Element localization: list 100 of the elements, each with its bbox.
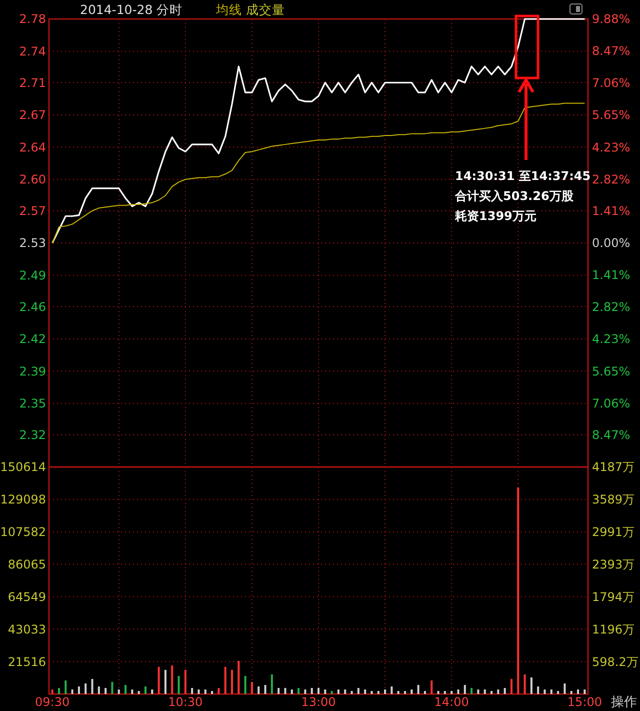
bar — [477, 689, 480, 694]
y-tick-label: 2.35 — [19, 396, 46, 411]
bar — [397, 690, 400, 694]
bar — [284, 688, 286, 694]
x-tick-label: 14:00 — [434, 695, 469, 709]
bar — [470, 688, 473, 694]
bar — [238, 660, 240, 694]
bar — [64, 680, 67, 694]
bar — [104, 688, 107, 694]
bar — [191, 688, 194, 694]
bar — [377, 690, 380, 694]
y2-tick-label: 7.06% — [592, 396, 630, 410]
y-tick-label: 2.49 — [19, 268, 46, 282]
y2-tick-label: 0.00% — [592, 236, 630, 250]
bar — [198, 689, 200, 694]
y-tick-label: 2.64 — [19, 140, 46, 154]
y-tick-label: 2.53 — [19, 236, 46, 250]
bar — [318, 688, 320, 694]
bar — [124, 684, 127, 694]
bar — [357, 688, 360, 694]
y-tick-label: 21516 — [8, 654, 46, 669]
bar — [51, 689, 54, 694]
bar — [430, 680, 433, 694]
bar — [564, 683, 566, 694]
bar — [584, 689, 586, 694]
y-tick-label: 2.42 — [19, 332, 46, 346]
y-tick-label: 2.67 — [19, 108, 46, 122]
bar — [577, 689, 580, 694]
bar — [370, 690, 373, 694]
bar — [78, 686, 80, 694]
bar — [324, 689, 326, 694]
bar — [530, 677, 532, 694]
bar — [417, 684, 420, 694]
y2-tick-label: 1.41% — [592, 204, 630, 218]
text: 操作 — [611, 695, 637, 710]
bar — [364, 689, 366, 694]
bar — [151, 689, 154, 694]
y-tick-label: 2.78 — [19, 12, 46, 26]
x-tick-label: 15:00 — [567, 695, 602, 709]
y2-tick-label: 1.41% — [592, 268, 630, 282]
bar — [524, 674, 526, 694]
y2-tick-label: 3589万 — [592, 492, 635, 507]
y-tick-label: 2.46 — [19, 300, 46, 314]
bar — [510, 678, 512, 694]
y-tick-label: 107582 — [0, 525, 46, 540]
chart-title: 2014-10-28 分时 — [80, 2, 183, 17]
x-tick-label: 13:00 — [301, 695, 336, 709]
bar — [404, 690, 406, 694]
bar — [224, 666, 226, 694]
bar — [437, 690, 440, 694]
bar — [131, 689, 134, 694]
chart-subtitle: 成交量 — [246, 2, 285, 17]
bar — [457, 689, 460, 694]
y-tick-label: 150614 — [0, 460, 46, 474]
y2-tick-label: 2.82% — [592, 172, 630, 186]
y-tick-label: 2.57 — [19, 204, 46, 218]
y2-tick-label: 1794万 — [592, 590, 635, 604]
y2-tick-label: 2393万 — [592, 557, 635, 572]
bar — [450, 690, 453, 694]
bar — [250, 682, 253, 694]
y-tick-label: 86065 — [8, 557, 46, 572]
y2-tick-label: 4.23% — [592, 140, 630, 154]
bar — [244, 676, 246, 694]
annotation: 合计买入503.26万股 — [454, 189, 574, 203]
y2-tick-label: 4187万 — [592, 460, 635, 474]
y-tick-label: 2.32 — [19, 428, 46, 442]
bar — [171, 665, 174, 694]
bar — [444, 690, 446, 694]
y-tick-label: 64549 — [8, 590, 46, 604]
bar — [278, 688, 280, 694]
bar — [98, 686, 100, 694]
x-tick-label: 10:30 — [168, 695, 203, 709]
y2-tick-label: 1196万 — [592, 622, 635, 636]
bar — [290, 689, 293, 694]
annotation: 耗资1399万元 — [454, 209, 536, 223]
y2-tick-label: 2991万 — [592, 525, 635, 540]
bar — [390, 686, 393, 694]
y2-tick-label: 4.23% — [592, 332, 630, 346]
x-tick-label: 09:30 — [35, 695, 70, 709]
y-tick-label: 129098 — [0, 492, 46, 507]
bar — [158, 666, 160, 694]
bar — [484, 689, 486, 694]
y2-tick-label: 7.06% — [592, 76, 630, 90]
bar — [58, 688, 60, 694]
bar — [270, 674, 273, 694]
bar — [497, 689, 500, 694]
bar — [230, 670, 233, 694]
bar — [304, 689, 306, 694]
bar — [91, 678, 94, 694]
bar — [344, 689, 346, 694]
bar — [544, 689, 546, 694]
bar — [111, 682, 114, 694]
text: 均线 — [215, 2, 242, 17]
bar — [164, 670, 166, 694]
bar — [537, 686, 540, 694]
y2-tick-label: 598.2万 — [592, 654, 638, 669]
y2-tick-label: 2.82% — [592, 300, 630, 314]
bar — [550, 689, 552, 694]
bar — [490, 690, 493, 694]
bar — [310, 688, 313, 694]
